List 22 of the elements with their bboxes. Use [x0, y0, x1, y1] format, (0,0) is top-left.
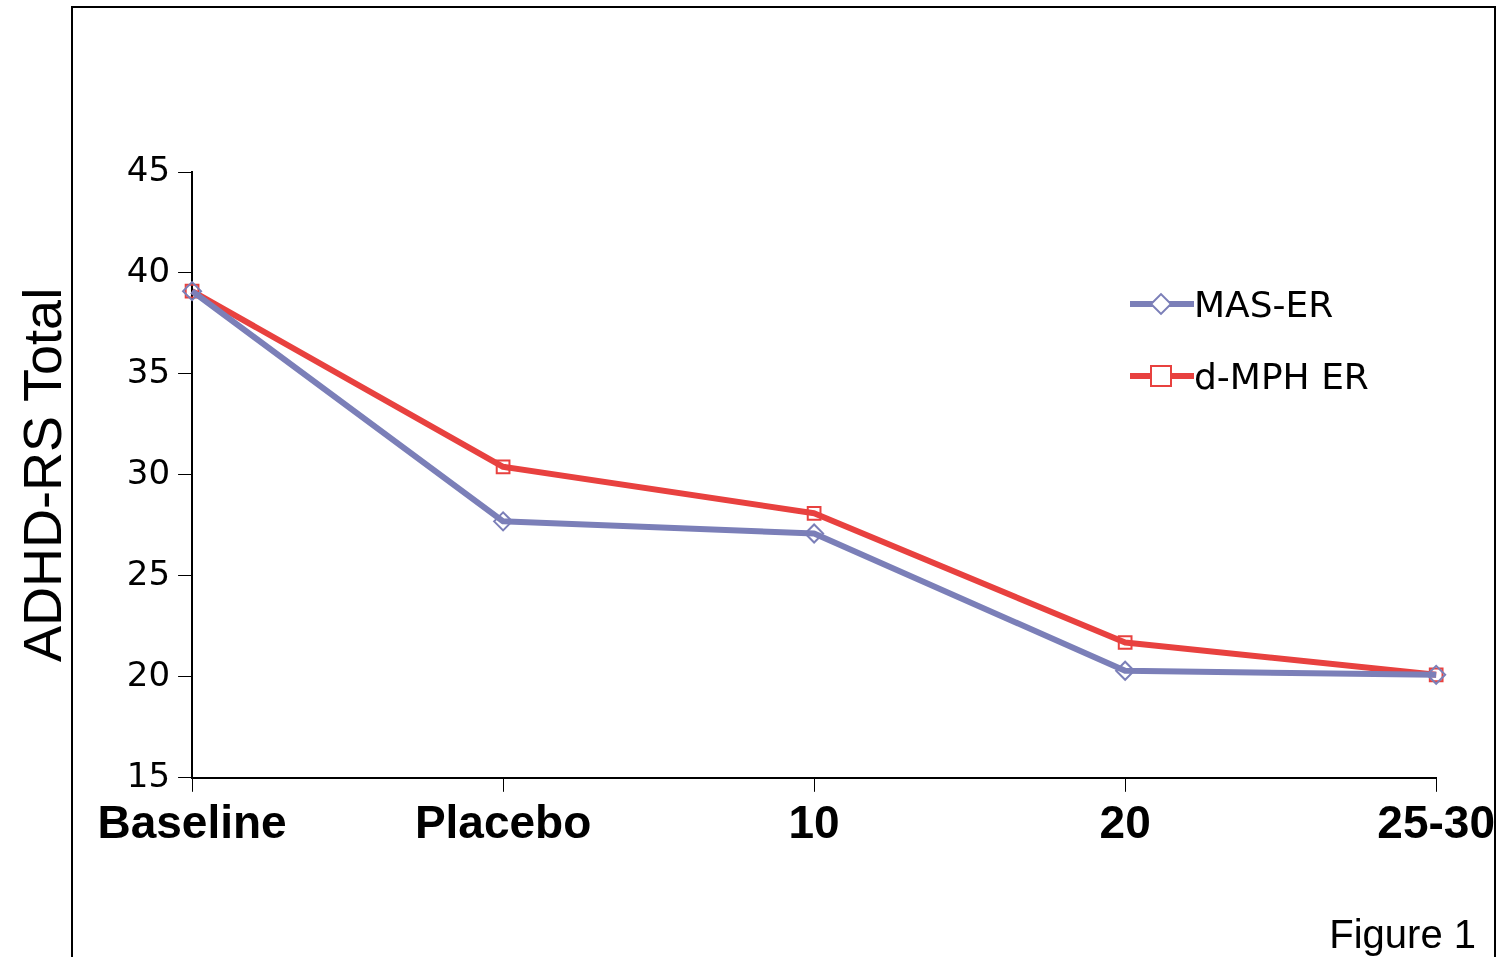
y-tick-label: 25 [126, 552, 171, 593]
y-axis-title: ADHD-RS Total [12, 287, 73, 662]
y-tick-label: 30 [126, 451, 171, 492]
x-tick-label: 20 [1099, 796, 1151, 849]
point [495, 459, 511, 475]
x-tick-label: Placebo [414, 796, 592, 849]
legend-label: MAS-ER [1194, 283, 1334, 325]
y-tick-label: 40 [126, 249, 171, 290]
point [1115, 660, 1136, 681]
legend-label: d-MPH ER [1194, 355, 1369, 397]
y-tick-label: 35 [126, 350, 171, 391]
x-tick-label: 25-30 [1377, 796, 1495, 849]
y-tick-label: 20 [126, 653, 171, 694]
caption: Figure 1 [1329, 912, 1476, 957]
y-tick-label: 15 [126, 754, 171, 795]
x-tick-label: 10 [788, 796, 840, 849]
point [804, 523, 825, 544]
point [806, 505, 822, 521]
x-tick-label: Baseline [97, 796, 287, 849]
point [1117, 635, 1133, 650]
y-tick-label: 45 [126, 148, 171, 189]
point [493, 511, 514, 532]
